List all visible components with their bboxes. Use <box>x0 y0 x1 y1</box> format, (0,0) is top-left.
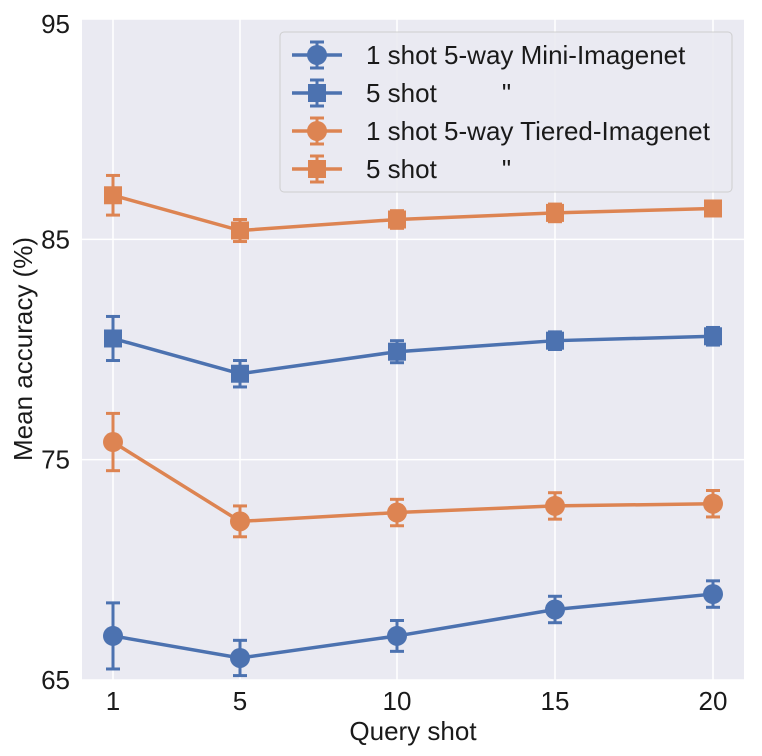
data-point-square <box>388 342 406 361</box>
data-point-circle <box>387 625 407 646</box>
x-tick-label: 15 <box>541 686 570 716</box>
data-point-square <box>704 199 722 218</box>
data-point-square <box>704 327 722 346</box>
x-tick-label: 10 <box>383 686 412 716</box>
y-tick-label: 75 <box>41 445 70 475</box>
series-2 <box>104 314 722 389</box>
data-point-square <box>546 331 564 350</box>
x-axis-label: Query shot <box>349 716 477 746</box>
legend-marker-circle <box>307 121 327 141</box>
data-point-square <box>104 186 122 205</box>
legend-marker-circle <box>307 45 327 65</box>
data-point-circle <box>545 599 565 620</box>
data-point-circle <box>230 647 250 668</box>
data-point-circle <box>703 584 723 605</box>
data-point-square <box>388 210 406 229</box>
y-tick-label: 95 <box>41 9 70 39</box>
data-point-square <box>546 203 564 222</box>
legend-label-3: 1 shot 5-way Tiered-Imagenet <box>366 116 711 146</box>
data-point-square <box>231 364 249 383</box>
legend-label-2: 5 shot " <box>366 78 511 108</box>
legend-entry-4: 5 shot " <box>292 154 511 184</box>
y-tick-label: 65 <box>41 665 70 695</box>
legend-entry-1: 1 shot 5-way Mini-Imagenet <box>292 40 686 70</box>
data-point-circle <box>230 511 250 532</box>
data-point-circle <box>703 493 723 514</box>
legend-marker-square <box>308 160 326 178</box>
series-3 <box>103 411 723 539</box>
x-tick-label: 1 <box>106 686 120 716</box>
data-point-circle <box>103 625 123 646</box>
x-tick-label: 20 <box>699 686 728 716</box>
y-axis-label: Mean accuracy (%) <box>8 237 38 461</box>
legend-entry-3: 1 shot 5-way Tiered-Imagenet <box>292 116 711 146</box>
legend-entry-2: 5 shot " <box>292 78 511 108</box>
series-4 <box>104 173 722 244</box>
series-1 <box>103 579 723 678</box>
y-tick-label: 85 <box>41 224 70 254</box>
data-point-circle <box>103 432 123 453</box>
data-point-circle <box>387 502 407 523</box>
x-tick-label: 5 <box>233 686 247 716</box>
legend-label-4: 5 shot " <box>366 154 511 184</box>
legend-box <box>279 31 733 193</box>
legend-label-1: 1 shot 5-way Mini-Imagenet <box>366 40 686 70</box>
data-point-square <box>104 329 122 348</box>
series-layer <box>103 173 723 678</box>
legend: 1 shot 5-way Mini-Imagenet 5 shot " 1 sh… <box>279 31 733 193</box>
legend-marker-square <box>308 84 326 102</box>
data-point-square <box>231 221 249 240</box>
data-point-circle <box>545 495 565 516</box>
